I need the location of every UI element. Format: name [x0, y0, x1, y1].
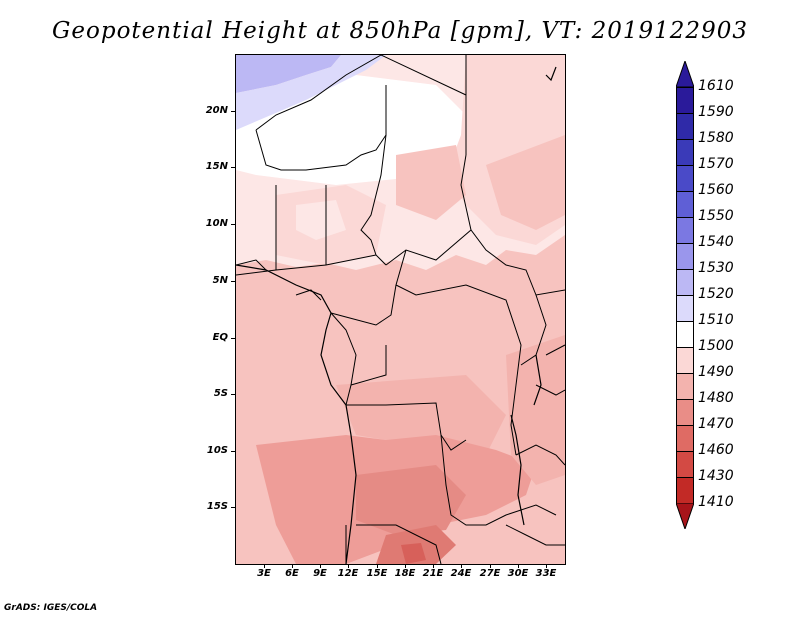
x-tick-label: 15E [366, 568, 388, 579]
colorbar-label: 1410 [698, 494, 734, 510]
x-tick [518, 564, 519, 568]
x-tick-label: 24E [450, 568, 472, 579]
y-tick [231, 224, 235, 225]
y-tick-label: 20N [205, 105, 228, 116]
x-tick-label: 18E [394, 568, 416, 579]
colorbar-label: 1510 [698, 312, 734, 328]
region-1530-nw [236, 55, 341, 93]
colorbar-segment [676, 191, 694, 217]
colorbar-segment [676, 347, 694, 373]
x-tick-label: 3E [257, 568, 271, 579]
colorbar-label: 1470 [698, 416, 734, 432]
region-1490-east [506, 335, 565, 485]
x-tick [292, 564, 293, 568]
colorbar-label: 1590 [698, 104, 734, 120]
x-tick [433, 564, 434, 568]
y-tick [231, 281, 235, 282]
x-tick-label: 21E [422, 568, 444, 579]
region-1500-central [336, 375, 506, 455]
colorbar-segment [676, 139, 694, 165]
colorbar-label: 1610 [698, 78, 734, 94]
colorbar-label: 1430 [698, 468, 734, 484]
map-canvas [236, 55, 565, 564]
credit-text: GrADS: IGES/COLA [4, 603, 98, 613]
colorbar-segment [676, 373, 694, 399]
y-tick [231, 167, 235, 168]
colorbar-label: 1520 [698, 286, 734, 302]
colorbar-segment [676, 165, 694, 191]
colorbar-label: 1480 [698, 390, 734, 406]
region-1490-center [396, 145, 466, 220]
colorbar-segment [676, 321, 694, 347]
colorbar-segment [676, 243, 694, 269]
colorbar-label: 1490 [698, 364, 734, 380]
y-tick-label: 15N [205, 161, 228, 172]
region-1480-inner [356, 465, 466, 535]
colorbar-label: 1580 [698, 130, 734, 146]
colorbar-segment [676, 425, 694, 451]
colorbar-label: 1540 [698, 234, 734, 250]
x-tick [320, 564, 321, 568]
colorbar-segment [676, 217, 694, 243]
y-tick-label: 5S [213, 388, 228, 399]
y-tick [231, 451, 235, 452]
x-tick-label: 6E [285, 568, 299, 579]
y-tick-label: EQ [212, 332, 228, 343]
x-tick [461, 564, 462, 568]
y-tick [231, 338, 235, 339]
colorbar-segment [676, 295, 694, 321]
colorbar-label: 1530 [698, 260, 734, 276]
country-borders [236, 55, 565, 564]
colorbar-segment [676, 269, 694, 295]
colorbar-label: 1570 [698, 156, 734, 172]
y-tick-label: 10S [206, 445, 228, 456]
colorbar-top-arrow [676, 61, 694, 87]
x-tick [405, 564, 406, 568]
x-tick [546, 564, 547, 568]
colorbar-segment [676, 451, 694, 477]
colorbar-segment [676, 87, 694, 113]
region-white-west [296, 200, 346, 240]
x-tick [264, 564, 265, 568]
region-1490-ne [486, 135, 565, 230]
y-tick-label: 10N [205, 218, 228, 229]
y-tick-label: 5N [212, 275, 228, 286]
colorbar-label: 1560 [698, 182, 734, 198]
colorbar-segment [676, 113, 694, 139]
x-tick [348, 564, 349, 568]
y-tick-label: 15S [206, 501, 228, 512]
y-tick [231, 111, 235, 112]
colorbar-segment [676, 477, 694, 503]
chart-title: Geopotential Height at 850hPa [gpm], VT:… [52, 18, 748, 44]
x-tick-label: 9E [313, 568, 327, 579]
colorbar-segment [676, 399, 694, 425]
coastlines [236, 66, 557, 564]
colorbar-bottom-arrow [676, 503, 694, 529]
x-tick [490, 564, 491, 568]
map-panel [235, 54, 566, 565]
y-tick [231, 394, 235, 395]
colorbar-label: 1460 [698, 442, 734, 458]
x-tick-label: 33E [535, 568, 557, 579]
colorbar-label: 1500 [698, 338, 734, 354]
x-tick [377, 564, 378, 568]
x-tick-label: 27E [479, 568, 501, 579]
x-tick-label: 30E [507, 568, 529, 579]
y-tick [231, 507, 235, 508]
region-1460-spot [401, 543, 426, 564]
x-tick-label: 12E [337, 568, 359, 579]
colorbar-label: 1550 [698, 208, 734, 224]
